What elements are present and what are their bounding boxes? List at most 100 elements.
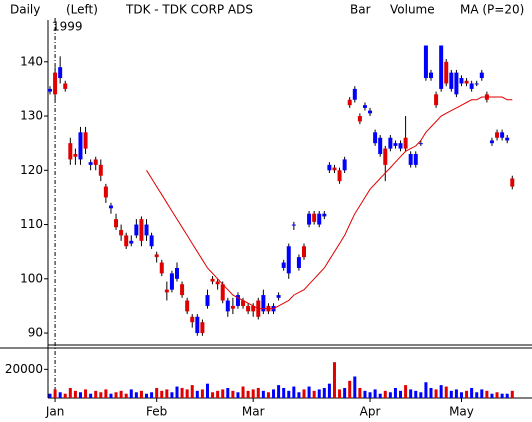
candle-body — [119, 229, 124, 236]
candle-body — [444, 61, 449, 84]
volume-bar — [226, 387, 230, 398]
volume-bar — [155, 387, 159, 398]
candle-body — [78, 132, 83, 160]
volume-bar — [454, 389, 458, 398]
volume-bar — [63, 393, 67, 398]
y-tick-label: 20000 — [5, 362, 43, 376]
candle-body — [302, 246, 306, 258]
candle-body — [352, 88, 357, 100]
volume-bar — [322, 387, 326, 398]
volume-bar — [200, 389, 204, 398]
candle-body — [500, 132, 505, 138]
candle-body — [129, 240, 134, 244]
candle-body — [73, 154, 78, 157]
volume-bar — [190, 385, 194, 398]
volume-bar — [175, 386, 179, 398]
volume-bar — [343, 387, 347, 398]
candle-body — [393, 143, 398, 146]
candle-body — [205, 295, 210, 306]
volume-bar — [150, 392, 154, 398]
volume-bar — [216, 390, 220, 398]
candle-body — [403, 137, 408, 149]
y-tick-label: 100 — [20, 271, 43, 285]
candle-body — [185, 300, 190, 312]
volume-bar — [78, 392, 82, 398]
candle-body — [418, 143, 423, 145]
candle-body — [144, 224, 149, 236]
volume-bar — [388, 392, 392, 398]
volume-bar — [383, 390, 387, 398]
volume-bar — [129, 389, 133, 398]
volume-bar — [292, 386, 296, 398]
candle-body — [454, 72, 459, 95]
candle-body — [169, 273, 174, 290]
volume-bar — [205, 383, 209, 398]
candle-body — [337, 170, 342, 182]
ma-legend: MA (P=20) — [460, 3, 524, 17]
volume-bar — [490, 393, 494, 398]
volume-bar — [282, 387, 286, 398]
volume-bar — [134, 392, 138, 398]
candle-body — [317, 213, 322, 225]
volume-bar — [84, 389, 88, 398]
candle-body — [357, 116, 362, 122]
candle-body — [495, 132, 500, 138]
candle-body — [327, 164, 332, 171]
volume-bar — [404, 385, 408, 398]
candle-body — [124, 235, 129, 247]
volume-bar — [332, 362, 336, 398]
candle-body — [134, 224, 139, 236]
candle-body — [489, 140, 494, 144]
volume-bar — [434, 389, 438, 398]
candle-body — [342, 159, 347, 171]
x-tick-label: May — [449, 405, 474, 419]
candle-body — [83, 132, 88, 149]
volume-bar — [465, 390, 469, 398]
candle-body — [332, 167, 337, 171]
candle-body — [215, 281, 220, 285]
x-tick-label: Feb — [146, 405, 167, 419]
candle-body — [510, 178, 515, 187]
candle-body — [368, 110, 373, 114]
candle-body — [307, 213, 312, 225]
volume-bar — [459, 392, 463, 398]
candle-body — [383, 148, 388, 165]
candle-body — [88, 162, 93, 165]
volume-bar — [114, 392, 118, 398]
volume-bar — [231, 390, 235, 398]
volume-bar — [53, 389, 57, 398]
volume-legend: Volume — [390, 3, 435, 17]
volume-bar — [73, 390, 77, 398]
candle-body — [378, 137, 383, 155]
candle-body — [103, 186, 108, 198]
chart-title: TDK - TDK CORP ADS — [125, 3, 253, 17]
volume-bar — [327, 383, 331, 398]
ma-line — [146, 96, 513, 310]
candle-body — [423, 45, 428, 79]
candle-body — [139, 219, 144, 241]
candle-body — [68, 143, 73, 160]
x-tick-label: Apr — [360, 405, 381, 419]
candle-body — [413, 154, 418, 165]
volume-bar — [510, 390, 514, 398]
candle-body — [93, 159, 98, 165]
volume-bar — [424, 382, 428, 398]
candle-body — [296, 257, 301, 268]
candle-body — [58, 67, 63, 79]
candle-body — [469, 83, 474, 89]
x-tick-label: Mar — [242, 405, 265, 419]
candle-body — [230, 305, 235, 309]
candle-body — [180, 284, 185, 296]
volume-bar — [353, 376, 357, 398]
candle-body — [291, 224, 296, 226]
y-tick-label: 140 — [20, 54, 43, 68]
volume-bar — [414, 390, 418, 398]
candle-body — [225, 300, 230, 312]
candle-body — [210, 278, 215, 282]
volume-bar — [241, 386, 245, 398]
volume-bar — [312, 390, 316, 398]
candle-body — [286, 246, 291, 274]
volume-bar — [287, 390, 291, 398]
volume-bar — [160, 390, 164, 398]
candle-body — [449, 72, 454, 89]
